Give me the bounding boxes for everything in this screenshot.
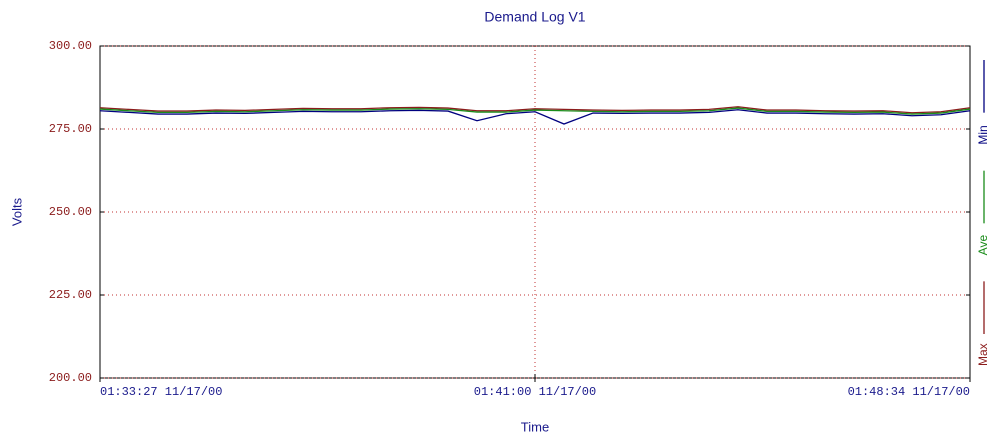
x-tick-label: 01:41:00 11/17/00 [474,385,596,399]
plot-frame [99,45,971,379]
series-line [99,109,971,125]
y-tick-label: 275.00 [49,122,92,136]
x-tick-label: 01:48:34 11/17/00 [848,385,970,399]
y-tick-label: 300.00 [49,39,92,53]
chart-title: Demand Log V1 [484,9,585,25]
legend-label: Max [976,343,989,366]
y-axis-label: Volts [9,197,24,226]
y-tick-label: 200.00 [49,371,92,385]
series-line [99,106,971,114]
series-line [99,107,971,115]
legend-label: Min [976,125,989,144]
y-tick-label: 225.00 [49,288,92,302]
y-tick-label: 250.00 [49,205,92,219]
x-tick-label: 01:33:27 11/17/00 [100,385,222,399]
x-axis-label: Time [521,419,549,434]
legend-label: Ave [976,235,989,256]
